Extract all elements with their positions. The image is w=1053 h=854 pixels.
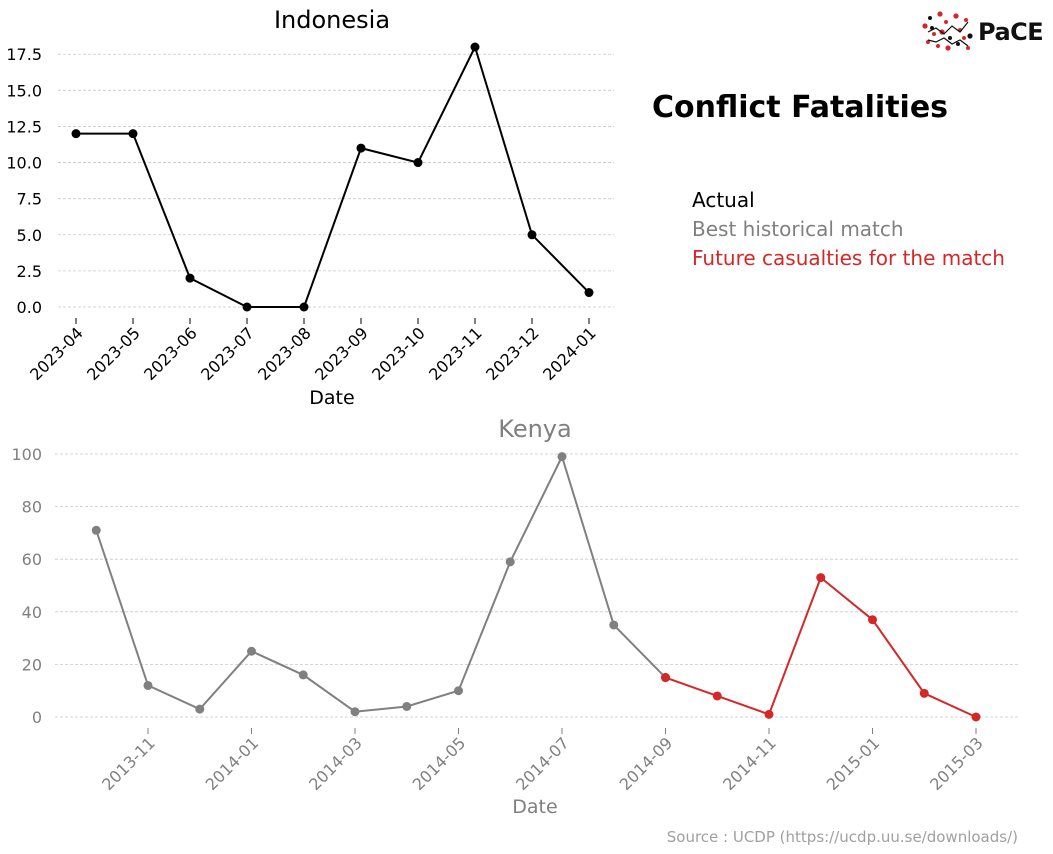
- logo-dot: [926, 40, 930, 44]
- x-tick-label: 2014-11: [719, 733, 780, 794]
- logo-dot: [953, 13, 959, 19]
- y-tick-label: 40: [22, 603, 42, 622]
- data-point: [919, 688, 929, 698]
- indonesia-chart: 0.02.55.07.510.012.515.017.52023-042023-…: [6, 6, 614, 409]
- pace-logo: PaCE: [920, 8, 1053, 58]
- logo-dot: [962, 36, 966, 40]
- data-point: [454, 686, 463, 696]
- data-point: [91, 525, 101, 535]
- y-tick-label: 0.0: [17, 298, 42, 317]
- logo-dot: [937, 11, 943, 17]
- logo-dot: [932, 32, 936, 36]
- y-tick-label: 17.5: [6, 45, 42, 64]
- data-point: [185, 273, 195, 283]
- x-tick-label: 2023-07: [197, 323, 258, 384]
- y-tick-label: 5.0: [17, 226, 42, 245]
- kenya-chart: 0 20 40 60 80 100 2013-11 2014-01 2014-03 2014-05…: [11, 415, 1020, 818]
- legend-best-match: Best historical match: [692, 217, 904, 241]
- logo-text: PaCE: [978, 18, 1044, 46]
- x-tick-label: 2023-06: [140, 323, 201, 384]
- data-point: [242, 302, 252, 312]
- logo-icon: [922, 11, 973, 51]
- x-tick-label: 2014-05: [409, 733, 470, 794]
- data-point: [413, 158, 423, 168]
- legend-future: Future casualties for the match: [692, 246, 1005, 270]
- data-point: [557, 452, 567, 462]
- indonesia-xlabel: Date: [309, 387, 354, 409]
- data-point: [299, 302, 309, 312]
- data-point: [868, 615, 877, 625]
- series-line: [76, 44, 590, 308]
- x-tick-label: 2013-11: [98, 733, 159, 794]
- logo-dot: [966, 46, 970, 50]
- x-tick-label: 2015-03: [926, 733, 987, 794]
- data-point: [247, 646, 256, 656]
- x-tick-label: 2023-04: [26, 323, 87, 384]
- series-line: [665, 575, 977, 718]
- logo-line: [927, 37, 969, 47]
- x-tick-label: 2023-05: [83, 323, 144, 384]
- data-point: [971, 712, 981, 722]
- data-point: [816, 573, 826, 583]
- x-tick-label: 2023-11: [425, 323, 486, 384]
- data-point: [527, 230, 537, 240]
- x-tick-label: 2023-08: [254, 323, 315, 384]
- source-note: Source : UCDP (https://ucdp.uu.se/downlo…: [666, 828, 1018, 846]
- data-point: [661, 673, 670, 683]
- data-point: [712, 691, 722, 701]
- y-tick-label: 60: [22, 550, 42, 569]
- logo-line: [927, 21, 969, 35]
- x-tick-label: 2014-03: [305, 733, 366, 794]
- logo-dot: [922, 23, 928, 29]
- kenya-title: Kenya: [498, 415, 571, 443]
- data-point: [505, 557, 515, 567]
- x-tick-label: 2023-12: [482, 323, 543, 384]
- logo-dot: [967, 33, 973, 39]
- data-point: [71, 129, 81, 139]
- x-tick-label: 2023-10: [368, 323, 429, 384]
- y-tick-label: 80: [22, 498, 42, 517]
- logo-dot: [944, 20, 948, 24]
- y-tick-label: 15.0: [6, 81, 42, 100]
- x-tick-label: 2014-01: [202, 733, 263, 794]
- main-title: Conflict Fatalities: [652, 90, 949, 125]
- x-tick-label: 2015-01: [823, 733, 884, 794]
- logo-dot: [956, 42, 960, 46]
- y-tick-label: 0: [32, 708, 42, 727]
- data-point: [128, 129, 138, 139]
- x-tick-label: 2023-09: [311, 323, 372, 384]
- y-tick-label: 12.5: [6, 117, 42, 136]
- y-tick-label: 7.5: [17, 190, 42, 209]
- data-point: [350, 707, 360, 717]
- x-tick-label: 2014-07: [512, 733, 573, 794]
- data-point: [143, 680, 153, 690]
- data-point: [609, 620, 619, 630]
- logo-dot: [928, 16, 932, 20]
- data-point: [298, 670, 308, 680]
- x-tick-label: 2024-01: [539, 323, 600, 384]
- indonesia-title: Indonesia: [274, 6, 390, 34]
- data-point: [470, 42, 480, 52]
- legend-actual: Actual: [692, 188, 755, 212]
- logo-dot: [936, 44, 940, 48]
- y-tick-label: 100: [11, 445, 42, 464]
- legend: Actual Best historical match Future casu…: [692, 186, 1005, 273]
- data-point: [402, 701, 412, 711]
- y-tick-label: 10.0: [6, 154, 42, 173]
- kenya-xlabel: Date: [512, 796, 557, 818]
- x-tick-label: 2014-09: [616, 733, 677, 794]
- data-point: [584, 288, 594, 298]
- logo-dot: [945, 45, 951, 51]
- data-point: [764, 709, 774, 719]
- series-line: [95, 453, 667, 713]
- data-point: [195, 704, 205, 714]
- logo-dot: [964, 18, 968, 22]
- logo-dot: [948, 36, 952, 40]
- data-point: [356, 143, 366, 153]
- y-tick-label: 20: [22, 655, 42, 674]
- y-tick-label: 2.5: [17, 262, 42, 281]
